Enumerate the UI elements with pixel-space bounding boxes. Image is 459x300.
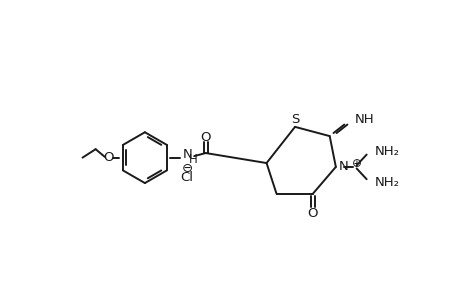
Text: O: O [103, 151, 114, 164]
Text: O: O [307, 207, 317, 220]
Text: ⊕: ⊕ [351, 157, 361, 169]
Text: NH₂: NH₂ [374, 145, 398, 158]
Text: N: N [338, 160, 347, 173]
Text: N: N [182, 148, 192, 161]
Text: Cl: Cl [180, 171, 193, 184]
Text: NH₂: NH₂ [374, 176, 398, 189]
Text: NH: NH [353, 113, 373, 126]
Text: S: S [290, 113, 298, 126]
Text: H: H [189, 154, 197, 166]
Text: ⊖: ⊖ [181, 162, 192, 175]
Text: O: O [200, 131, 211, 144]
